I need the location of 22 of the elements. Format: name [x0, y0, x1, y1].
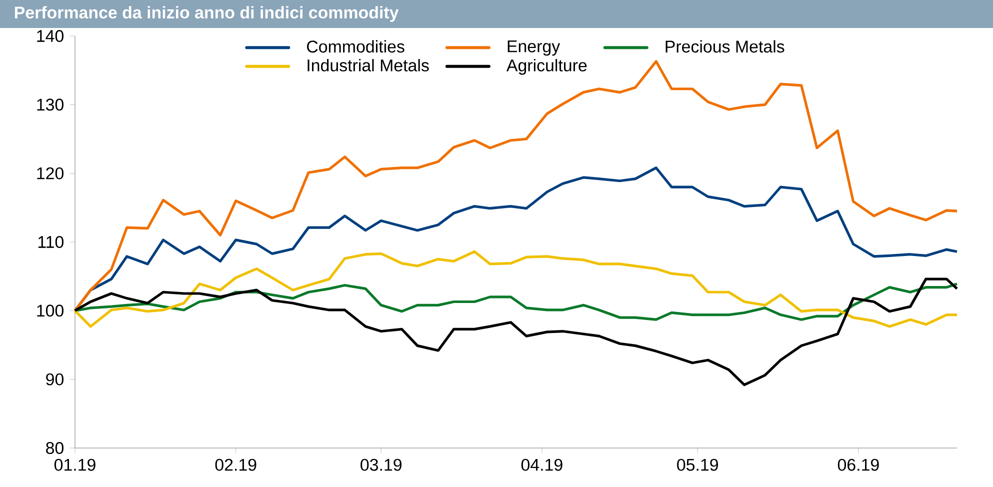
x-tick-label: 04.19 — [521, 458, 562, 471]
x-tick-label: 02.19 — [215, 458, 256, 471]
legend-label: Agriculture — [506, 58, 587, 75]
y-tick-label: 140 — [37, 30, 64, 42]
line-series — [74, 278, 958, 386]
y-tick-label: 130 — [37, 98, 64, 111]
legend-label: Industrial Metals — [308, 58, 429, 72]
chart-title: Performance da inizio anno di indici commodity — [14, 6, 399, 22]
y-tick-label: 120 — [37, 167, 64, 180]
legend-label: Precious Metals — [666, 40, 784, 53]
x-tick-label: 05.19 — [677, 458, 718, 471]
y-tick-label: 90 — [46, 373, 64, 386]
y-tick-label: 110 — [38, 236, 64, 248]
x-tick-label: 01.19 — [54, 458, 96, 471]
y-tick-label: 80 — [46, 442, 64, 454]
line-series — [74, 60, 958, 312]
y-tick-label: 100 — [37, 304, 64, 317]
legend-label: Commodities — [307, 40, 404, 53]
x-tick-label: 03.19 — [360, 458, 402, 471]
line-series — [74, 250, 958, 328]
legend-label: Energy — [508, 40, 560, 56]
x-tick-label: 06.19 — [838, 458, 879, 471]
